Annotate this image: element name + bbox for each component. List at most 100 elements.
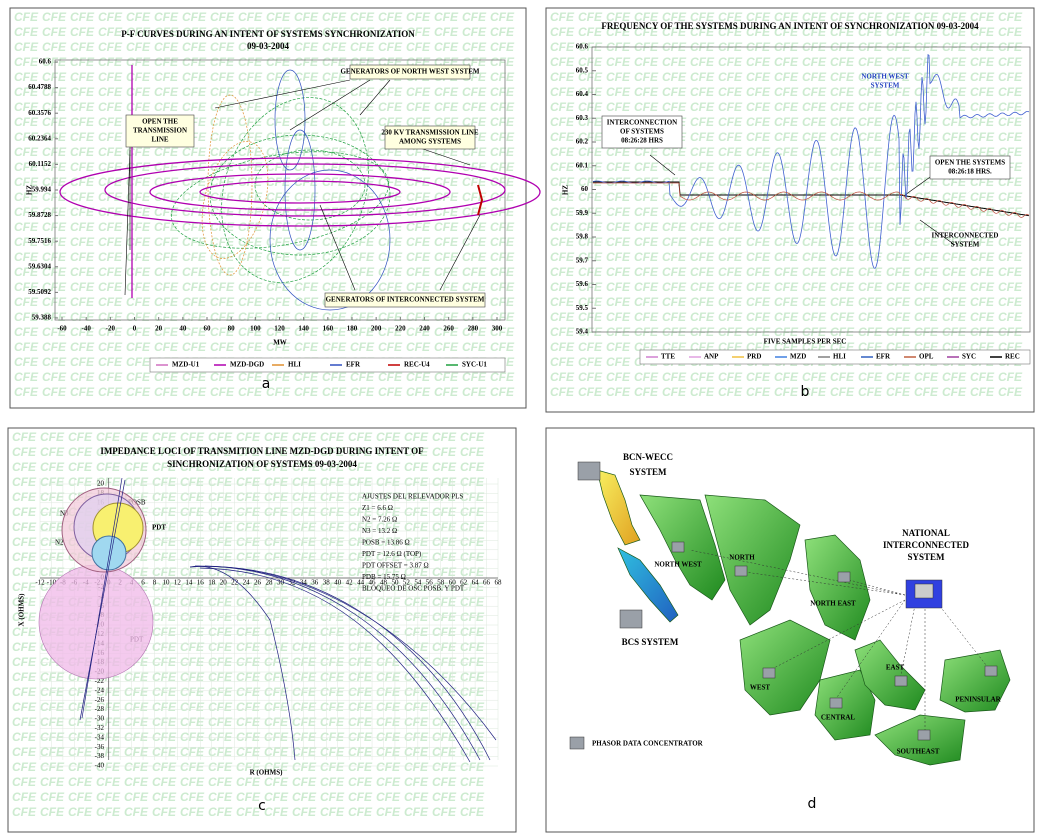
watermark: CFE [404, 430, 429, 444]
watermark: CFE [774, 295, 799, 309]
watermark: CFE [690, 220, 715, 234]
watermark: CFE [320, 565, 345, 579]
watermark: CFE [998, 85, 1023, 99]
watermark: CFE [152, 790, 177, 804]
watermark: CFE [434, 175, 459, 189]
watermark: CFE [634, 280, 659, 294]
x-tick-label: 28 [266, 579, 274, 587]
watermark: CFE [662, 85, 687, 99]
watermark: CFE [462, 10, 487, 24]
watermark: CFE [404, 475, 429, 489]
watermark: CFE [942, 280, 967, 294]
watermark: CFE [40, 805, 65, 819]
watermark: CFE [434, 220, 459, 234]
relay-setting: PDT = 12.6 Ω (TOP) [362, 550, 422, 558]
watermark: CFE [606, 250, 631, 264]
x-tick-label: 20 [155, 325, 163, 333]
x-tick-label: 140 [298, 325, 309, 333]
watermark: CFE [998, 190, 1023, 204]
watermark: CFE [578, 100, 603, 114]
panel-label: c [258, 798, 266, 814]
watermark: CFE [718, 160, 743, 174]
watermark: CFE [634, 85, 659, 99]
watermark: CFE [970, 55, 995, 69]
watermark: CFE [70, 10, 95, 24]
watermark: CFE [970, 250, 995, 264]
watermark: CFE [124, 670, 149, 684]
watermark: CFE [746, 265, 771, 279]
watermark: CFE [42, 340, 67, 354]
watermark: CFE [462, 385, 487, 399]
watermark: CFE [292, 520, 317, 534]
watermark: CFE [124, 685, 149, 699]
watermark: CFE [14, 325, 39, 339]
watermark: CFE [970, 85, 995, 99]
watermark: CFE [264, 535, 289, 549]
watermark: CFE [98, 115, 123, 129]
watermark: CFE [350, 385, 375, 399]
watermark: CFE [14, 70, 39, 84]
watermark: CFE [124, 430, 149, 444]
x-tick-label: 14 [185, 579, 193, 587]
watermark: CFE [322, 235, 347, 249]
watermark: CFE [208, 790, 233, 804]
watermark: CFE [434, 235, 459, 249]
watermark: CFE [14, 355, 39, 369]
watermark: CFE [236, 535, 261, 549]
watermark: CFE [42, 385, 67, 399]
watermark: CFE [460, 775, 485, 789]
watermark: CFE [998, 235, 1023, 249]
x-tick-label: 160 [323, 325, 334, 333]
watermark: CFE [578, 340, 603, 354]
x-tick-label: 10 [162, 579, 170, 587]
watermark: CFE [914, 310, 939, 324]
watermark: CFE [70, 370, 95, 384]
annotation: TRANSMISSION [133, 127, 187, 135]
watermark: CFE [294, 100, 319, 114]
watermark: CFE [210, 115, 235, 129]
y-axis-label: X (OHMS) [18, 593, 26, 627]
watermark: CFE [886, 115, 911, 129]
watermark: CFE [264, 790, 289, 804]
watermark: CFE [998, 100, 1023, 114]
watermark: CFE [404, 700, 429, 714]
watermark: CFE [70, 340, 95, 354]
watermark: CFE [98, 340, 123, 354]
watermark: CFE [376, 700, 401, 714]
watermark: CFE [942, 85, 967, 99]
watermark: CFE [578, 265, 603, 279]
watermark: CFE [998, 370, 1023, 384]
watermark: CFE [320, 700, 345, 714]
watermark: CFE [266, 295, 291, 309]
watermark: CFE [690, 160, 715, 174]
watermark: CFE [348, 790, 373, 804]
watermark: CFE [490, 85, 515, 99]
watermark: CFE [718, 220, 743, 234]
watermark: CFE [350, 340, 375, 354]
watermark: CFE [12, 565, 37, 579]
watermark: CFE [718, 115, 743, 129]
annotation: 230 KV TRANSMISSION LINE [381, 129, 479, 137]
watermark: CFE [70, 310, 95, 324]
watermark: CFE [432, 625, 457, 639]
watermark: CFE [12, 745, 37, 759]
y-tick-label: 60.2 [576, 138, 589, 146]
y-tick-label: 60.3576 [28, 109, 51, 117]
watermark: CFE [70, 85, 95, 99]
watermark: CFE [858, 115, 883, 129]
watermark: CFE [634, 190, 659, 204]
watermark: CFE [404, 610, 429, 624]
watermark: CFE [68, 430, 93, 444]
watermark: CFE [238, 10, 263, 24]
watermark: CFE [152, 730, 177, 744]
watermark: CFE [40, 520, 65, 534]
watermark: CFE [98, 145, 123, 159]
watermark: CFE [550, 10, 575, 24]
watermark: CFE [12, 775, 37, 789]
watermark: CFE [264, 685, 289, 699]
watermark: CFE [152, 490, 177, 504]
watermark: CFE [210, 385, 235, 399]
watermark: CFE [774, 220, 799, 234]
watermark: CFE [70, 235, 95, 249]
watermark: CFE [236, 715, 261, 729]
